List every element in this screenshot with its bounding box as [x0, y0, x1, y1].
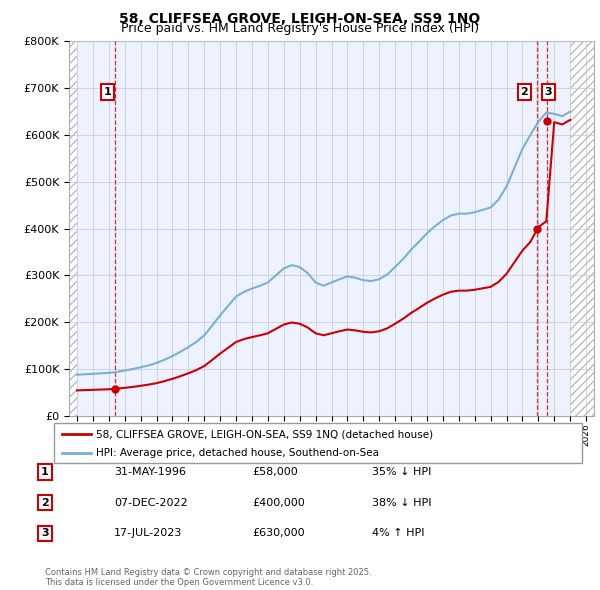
Text: 2: 2	[520, 87, 528, 97]
Text: 58, CLIFFSEA GROVE, LEIGH-ON-SEA, SS9 1NQ: 58, CLIFFSEA GROVE, LEIGH-ON-SEA, SS9 1N…	[119, 12, 481, 26]
Text: Contains HM Land Registry data © Crown copyright and database right 2025.
This d: Contains HM Land Registry data © Crown c…	[45, 568, 371, 587]
Bar	[570, 41, 594, 416]
Text: 38% ↓ HPI: 38% ↓ HPI	[372, 498, 431, 507]
Text: £58,000: £58,000	[252, 467, 298, 477]
Text: 4% ↑ HPI: 4% ↑ HPI	[372, 529, 425, 538]
Text: £400,000: £400,000	[252, 498, 305, 507]
Text: 17-JUL-2023: 17-JUL-2023	[114, 529, 182, 538]
Text: 1: 1	[103, 87, 111, 97]
Text: Price paid vs. HM Land Registry's House Price Index (HPI): Price paid vs. HM Land Registry's House …	[121, 22, 479, 35]
Text: 1: 1	[41, 467, 49, 477]
Text: 35% ↓ HPI: 35% ↓ HPI	[372, 467, 431, 477]
Text: 3: 3	[545, 87, 553, 97]
Text: 07-DEC-2022: 07-DEC-2022	[114, 498, 188, 507]
Text: 58, CLIFFSEA GROVE, LEIGH-ON-SEA, SS9 1NQ (detached house): 58, CLIFFSEA GROVE, LEIGH-ON-SEA, SS9 1N…	[96, 430, 433, 440]
Bar	[69, 41, 77, 416]
Text: 2: 2	[41, 498, 49, 507]
Text: HPI: Average price, detached house, Southend-on-Sea: HPI: Average price, detached house, Sout…	[96, 448, 379, 458]
Text: 31-MAY-1996: 31-MAY-1996	[114, 467, 186, 477]
Text: 3: 3	[41, 529, 49, 538]
Text: £630,000: £630,000	[252, 529, 305, 538]
